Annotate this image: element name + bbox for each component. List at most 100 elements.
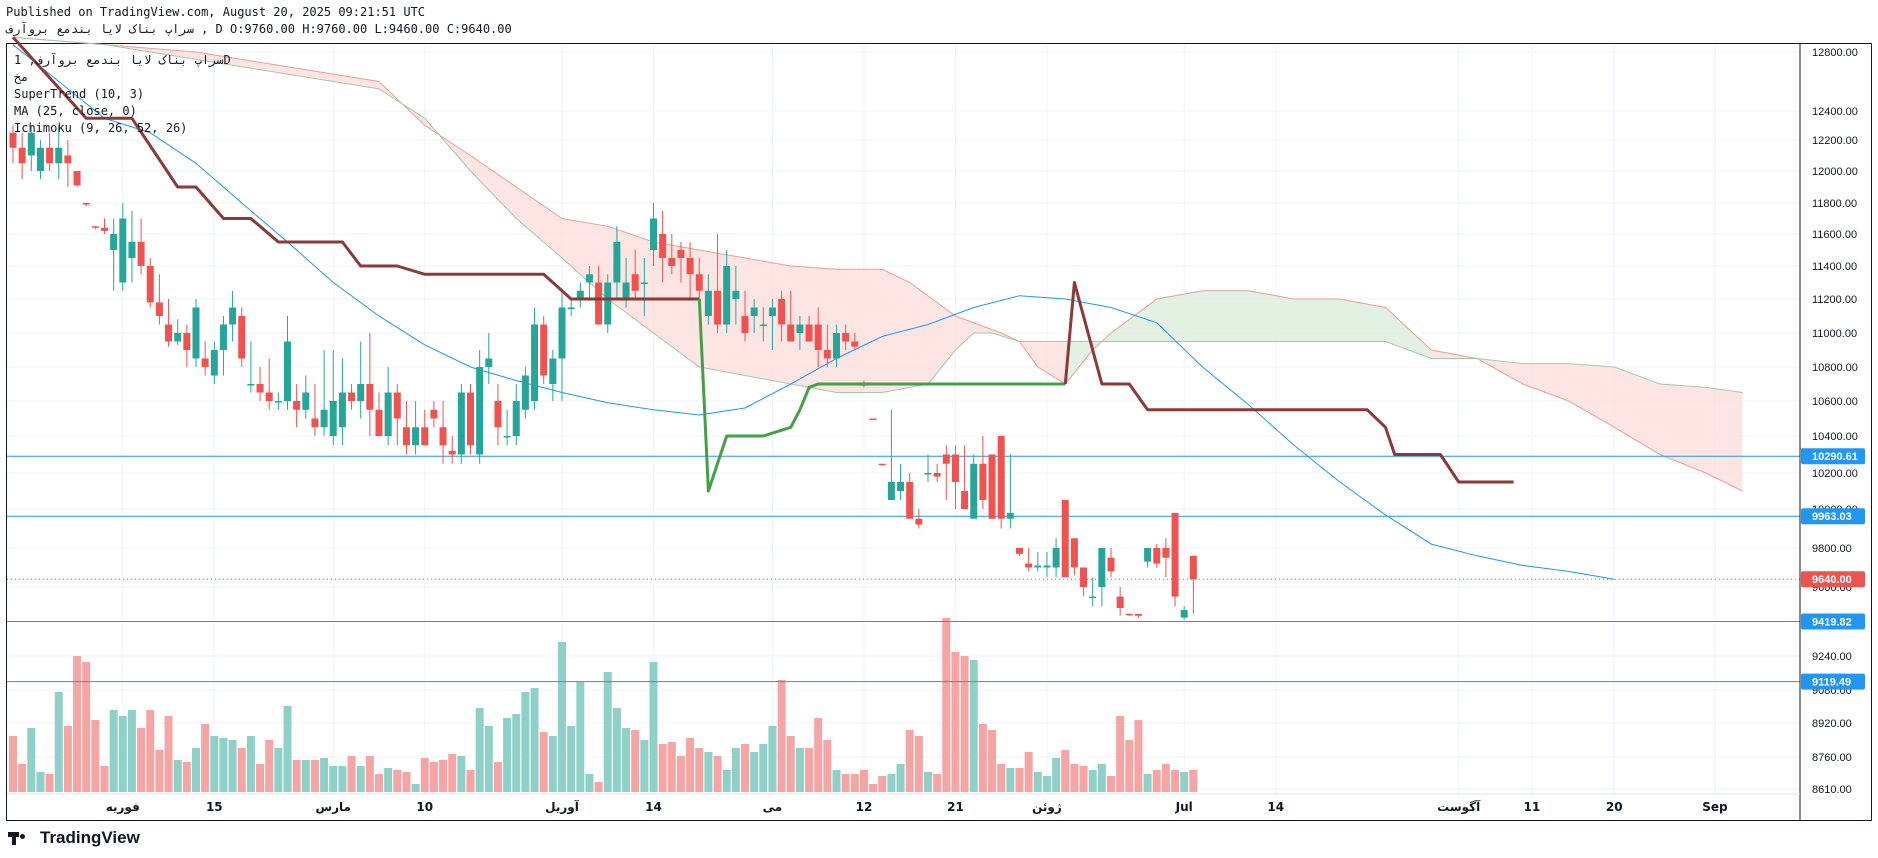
candle[interactable] xyxy=(842,333,850,342)
candle[interactable] xyxy=(1180,610,1188,618)
candle[interactable] xyxy=(1162,548,1170,558)
candle[interactable] xyxy=(878,463,886,466)
legend-supertrend[interactable]: SuperTrend (10, 3) xyxy=(14,87,145,101)
candle[interactable] xyxy=(576,290,584,299)
candle[interactable] xyxy=(622,282,630,300)
candle[interactable] xyxy=(201,358,209,368)
candle[interactable] xyxy=(1070,538,1078,568)
candle[interactable] xyxy=(1125,613,1133,616)
level-price-tag[interactable]: 10290.61 xyxy=(1812,451,1858,463)
legend-symbol[interactable]: سراپ بناک لایا بندمع بروآرف, 1D xyxy=(14,53,231,67)
candle[interactable] xyxy=(1025,563,1033,568)
candle[interactable] xyxy=(1098,548,1106,587)
candle[interactable] xyxy=(787,324,795,342)
candle[interactable] xyxy=(942,454,950,464)
candle[interactable] xyxy=(549,358,557,385)
candle[interactable] xyxy=(796,324,804,334)
candle[interactable] xyxy=(558,307,566,359)
candle[interactable] xyxy=(485,358,493,368)
candle[interactable] xyxy=(384,392,392,437)
candle[interactable] xyxy=(1043,565,1051,568)
candle[interactable] xyxy=(1016,548,1023,554)
candle[interactable] xyxy=(768,307,776,317)
candle[interactable] xyxy=(631,274,639,291)
candle[interactable] xyxy=(284,341,291,402)
candle[interactable] xyxy=(759,324,767,327)
candle[interactable] xyxy=(869,418,877,421)
candle[interactable] xyxy=(311,418,319,428)
candle[interactable] xyxy=(1052,548,1060,568)
candle[interactable] xyxy=(1153,548,1161,564)
candle[interactable] xyxy=(329,401,337,436)
candle[interactable] xyxy=(73,171,81,186)
candle[interactable] xyxy=(951,454,959,483)
candle[interactable] xyxy=(613,242,621,283)
candle[interactable] xyxy=(412,427,420,446)
candle[interactable] xyxy=(595,282,603,325)
candle[interactable] xyxy=(723,266,731,325)
candle[interactable] xyxy=(110,234,118,250)
candle[interactable] xyxy=(238,316,246,359)
candle[interactable] xyxy=(338,392,346,428)
candle[interactable] xyxy=(375,409,383,436)
legend-ma[interactable]: MA (25, close, 0) xyxy=(14,104,137,118)
candle[interactable] xyxy=(970,463,978,519)
candle[interactable] xyxy=(155,302,163,316)
candle[interactable] xyxy=(1189,555,1197,580)
level-price-tag[interactable]: 9419.82 xyxy=(1812,617,1852,629)
candle[interactable] xyxy=(814,324,822,351)
candle[interactable] xyxy=(174,333,182,342)
candle[interactable] xyxy=(1171,512,1179,597)
candle[interactable] xyxy=(274,401,282,403)
candle[interactable] xyxy=(961,491,969,509)
candle[interactable] xyxy=(137,242,145,266)
candle[interactable] xyxy=(640,282,648,285)
candle[interactable] xyxy=(36,147,44,171)
candle[interactable] xyxy=(650,218,657,251)
candle[interactable] xyxy=(219,324,227,351)
candle[interactable] xyxy=(27,132,35,156)
candle[interactable] xyxy=(1116,596,1124,609)
candle[interactable] xyxy=(9,132,17,148)
candle[interactable] xyxy=(741,316,749,333)
candle[interactable] xyxy=(1089,596,1097,599)
last-price-tag[interactable]: 9640.00 xyxy=(1812,574,1852,586)
candle[interactable] xyxy=(165,324,173,342)
level-price-tag[interactable]: 9119.49 xyxy=(1812,677,1851,689)
candle[interactable] xyxy=(457,392,465,455)
legend-ichimoku[interactable]: Ichimoku (9, 26, 52, 26) xyxy=(14,121,188,135)
candle[interactable] xyxy=(393,392,401,419)
candle[interactable] xyxy=(265,392,273,402)
candle[interactable] xyxy=(467,392,474,446)
level-price-tag[interactable]: 9963.03 xyxy=(1812,511,1852,523)
candle[interactable] xyxy=(659,234,667,258)
candle[interactable] xyxy=(933,473,941,477)
candle[interactable] xyxy=(357,384,365,401)
candle[interactable] xyxy=(512,401,520,436)
candle[interactable] xyxy=(988,454,996,519)
candle[interactable] xyxy=(851,341,859,347)
candle[interactable] xyxy=(1061,500,1069,578)
candle[interactable] xyxy=(1034,565,1042,568)
candle[interactable] xyxy=(778,299,786,325)
candle[interactable] xyxy=(183,333,191,350)
candle[interactable] xyxy=(119,218,127,283)
candle[interactable] xyxy=(604,282,612,325)
candle[interactable] xyxy=(55,147,63,164)
candle[interactable] xyxy=(1134,613,1142,616)
candle[interactable] xyxy=(320,409,328,428)
candle[interactable] xyxy=(585,274,593,283)
candle[interactable] xyxy=(247,384,255,386)
price-chart[interactable]: 12800.00 12400.00 12200.00 12000.00 11800.00… xyxy=(0,0,1878,825)
candle[interactable] xyxy=(302,392,310,410)
candle[interactable] xyxy=(82,203,90,205)
candle[interactable] xyxy=(531,324,539,402)
candle[interactable] xyxy=(897,482,905,491)
candle[interactable] xyxy=(924,473,932,475)
candle[interactable] xyxy=(1144,548,1152,562)
candle[interactable] xyxy=(256,384,264,393)
candle[interactable] xyxy=(1006,512,1014,519)
candle[interactable] xyxy=(402,427,410,446)
candle[interactable] xyxy=(348,392,356,402)
candle[interactable] xyxy=(695,274,703,291)
